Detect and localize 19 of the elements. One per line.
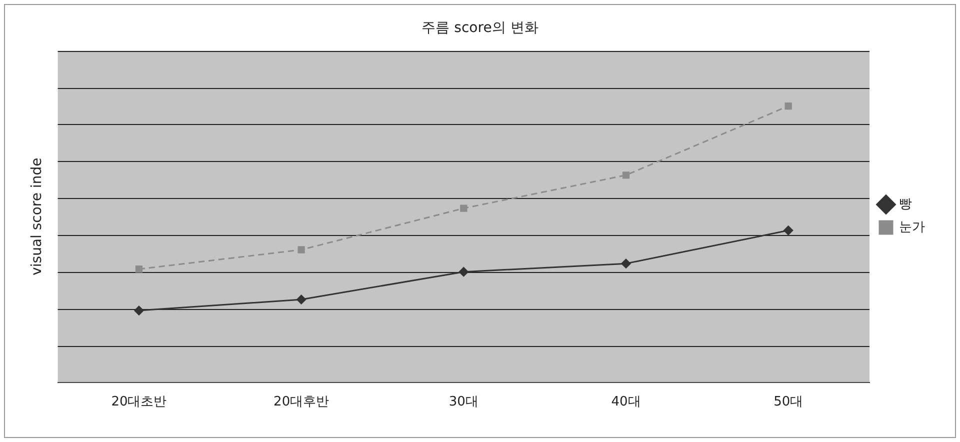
point (458, 267, 468, 277)
y-axis-title: visual score inde (29, 158, 46, 276)
x-tick-label: 20대초반 (111, 394, 167, 410)
legend-label: 눈가 (899, 220, 925, 235)
x-tick-label: 40대 (611, 394, 641, 410)
point (621, 258, 631, 268)
point (134, 306, 144, 316)
x-tick-label: 50대 (774, 394, 804, 410)
x-tick-label: 30대 (448, 394, 478, 410)
point (622, 172, 630, 179)
legend-label: 빵 (899, 196, 912, 212)
point (298, 246, 305, 254)
point (784, 226, 794, 236)
chart-title: 주름 score의 변화 (422, 20, 538, 36)
x-tick-label: 20대후반 (274, 394, 330, 410)
point (296, 294, 306, 304)
point (135, 266, 143, 273)
point (460, 204, 468, 212)
point (784, 102, 792, 110)
